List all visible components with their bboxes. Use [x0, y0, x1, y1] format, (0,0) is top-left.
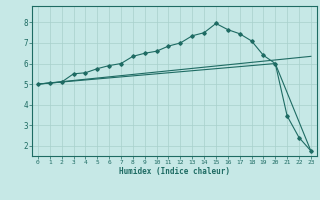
X-axis label: Humidex (Indice chaleur): Humidex (Indice chaleur): [119, 167, 230, 176]
